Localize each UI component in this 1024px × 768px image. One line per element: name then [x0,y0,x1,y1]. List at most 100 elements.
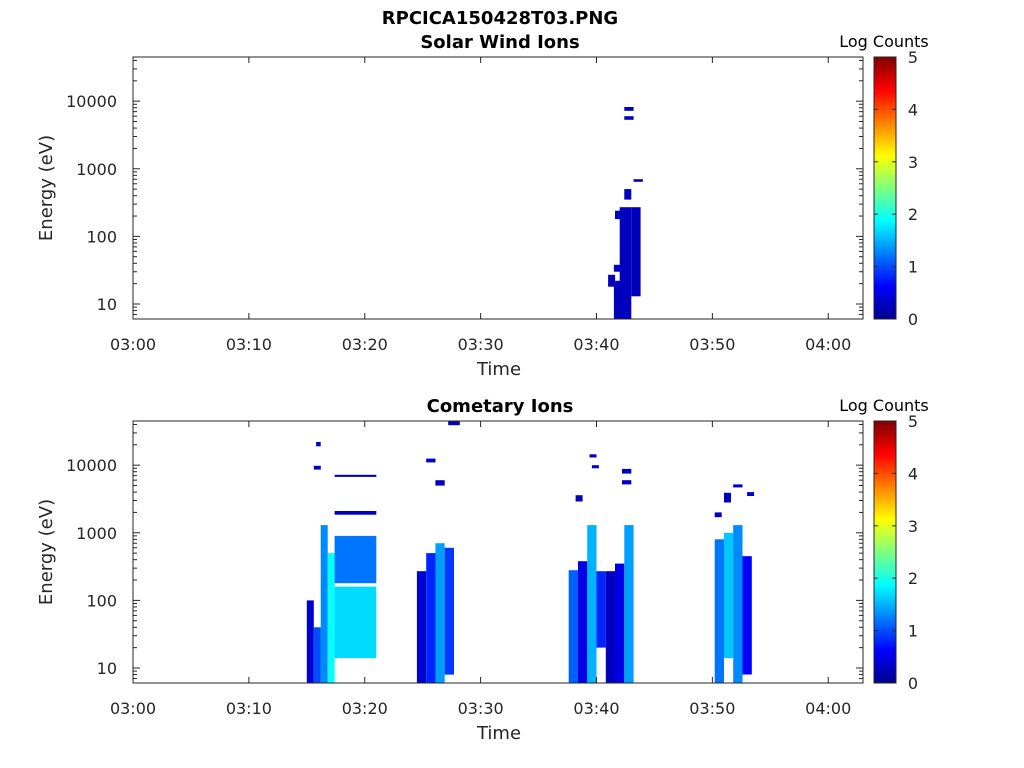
panel-title-solar-wind: Solar Wind Ions [420,32,579,53]
colorbar-tick-label: 4 [908,464,918,483]
heatmap-cell [622,480,632,485]
colorbar-cometary: Log Counts 0 1 2 3 4 5 [839,396,929,693]
heatmap-cell [589,454,597,458]
x-tick-label: 03:40 [573,335,619,354]
colorbar-tick-label: 1 [908,622,918,641]
heatmap-cell [306,600,314,683]
x-axis-ticks-solar-wind: 03:00 03:10 03:20 03:30 03:40 03:50 04:00 [110,57,851,354]
colorbar-tick-label: 5 [908,412,918,431]
heatmap-cell [320,525,328,683]
heatmap-cells-cometary [306,421,755,683]
x-tick-label: 03:40 [573,699,619,718]
y-tick-label: 10 [97,295,117,314]
x-tick-label: 04:00 [805,335,851,354]
y-tick-label: 10 [97,659,117,678]
heatmap-cells-solar-wind [608,107,643,319]
heatmap-cell [334,535,377,584]
colorbar-ticks-solar-wind: 0 1 2 3 4 5 [874,48,918,329]
y-tick-label: 1000 [76,524,117,543]
x-tick-label: 03:50 [689,335,735,354]
heatmap-cell [615,563,625,683]
heatmap-cell [631,207,641,297]
colorbar-label-cometary: Log Counts [839,396,929,415]
x-tick-label: 03:20 [342,335,388,354]
heatmap-cell [313,465,321,470]
heatmap-cell [435,480,445,486]
x-tick-label: 04:00 [805,699,851,718]
colorbar-tick-label: 4 [908,100,918,119]
y-tick-label: 10000 [66,456,117,475]
heatmap-cell [733,525,743,683]
colorbar-tick-label: 5 [908,48,918,67]
x-tick-label: 03:50 [689,699,735,718]
heatmap-cell [724,492,731,503]
plot-frame-cometary [132,420,864,684]
heatmap-cell [624,116,634,120]
heatmap-cell [327,553,335,683]
x-tick-label: 03:20 [342,699,388,718]
heatmap-cell [575,495,583,502]
heatmap-cell [747,492,755,496]
heatmap-cell [724,532,734,659]
heatmap-cell [334,511,377,515]
heatmap-cell [733,484,743,488]
heatmap-cell [587,525,597,683]
panel-solar-wind: Solar Wind Ions 03:00 03:10 03:20 03:30 03:4… [36,32,929,380]
heatmap-cell [714,512,722,518]
heatmap-cell [591,465,599,469]
colorbar-tick-label: 2 [908,205,918,224]
y-tick-label: 10000 [66,92,117,111]
colorbar-tick-label: 0 [908,310,918,329]
heatmap-cell [334,586,377,659]
heatmap-cell [624,525,634,683]
heatmap-cell [448,421,460,426]
x-axis-label-solar-wind: Time [476,359,521,380]
heatmap-cell [714,539,724,683]
colorbar-gradient-solar-wind [873,56,897,320]
x-tick-label: 03:00 [110,699,156,718]
y-tick-label: 100 [86,227,117,246]
heatmap-cell [622,468,632,474]
heatmap-cell [596,571,606,648]
heatmap-cell [316,442,321,447]
heatmap-cell [624,189,632,200]
x-axis-ticks-cometary: 03:00 03:10 03:20 03:30 03:40 03:50 04:00 [110,421,851,718]
x-axis-label-cometary: Time [476,723,521,744]
x-tick-label: 03:30 [458,335,504,354]
colorbar-gradient-cometary [873,420,897,684]
heatmap-cell [313,627,321,683]
y-tick-label: 100 [86,591,117,610]
x-tick-label: 03:30 [458,699,504,718]
x-tick-label: 03:00 [110,335,156,354]
colorbar-tick-label: 0 [908,674,918,693]
y-tick-label: 1000 [76,160,117,179]
heatmap-cell [633,179,643,182]
heatmap-cell [334,474,377,477]
heatmap-cell [426,458,436,463]
colorbar-ticks-cometary: 0 1 2 3 4 5 [874,412,918,693]
y-axis-ticks-cometary: 10 100 1000 10000 [66,423,863,684]
plot-frame-solar-wind [132,56,864,320]
y-axis-label-cometary: Energy (eV) [36,499,57,605]
heatmap-cell [619,207,632,319]
panel-cometary: Cometary Ions 03:00 03:10 03:20 03:30 03:40 0… [36,396,929,744]
colorbar-tick-label: 3 [908,517,918,536]
x-tick-label: 03:10 [226,699,272,718]
panel-title-cometary: Cometary Ions [427,396,574,417]
heatmap-cell [742,556,752,675]
colorbar-tick-label: 3 [908,153,918,172]
colorbar-solar-wind: Log Counts 0 1 2 3 4 5 [839,32,929,329]
heatmap-cell [615,210,625,220]
x-tick-label: 03:10 [226,335,272,354]
heatmap-cell [624,107,634,111]
heatmap-cell [608,274,616,287]
heatmap-cell [444,547,454,675]
colorbar-tick-label: 2 [908,569,918,588]
y-axis-ticks-solar-wind: 10 100 1000 10000 [66,59,863,320]
heatmap-cell [578,561,588,683]
heatmap-cell [426,553,436,683]
colorbar-tick-label: 1 [908,258,918,277]
heatmap-cell [416,571,427,683]
figure-title: RPCICA150428T03.PNG [382,8,618,29]
